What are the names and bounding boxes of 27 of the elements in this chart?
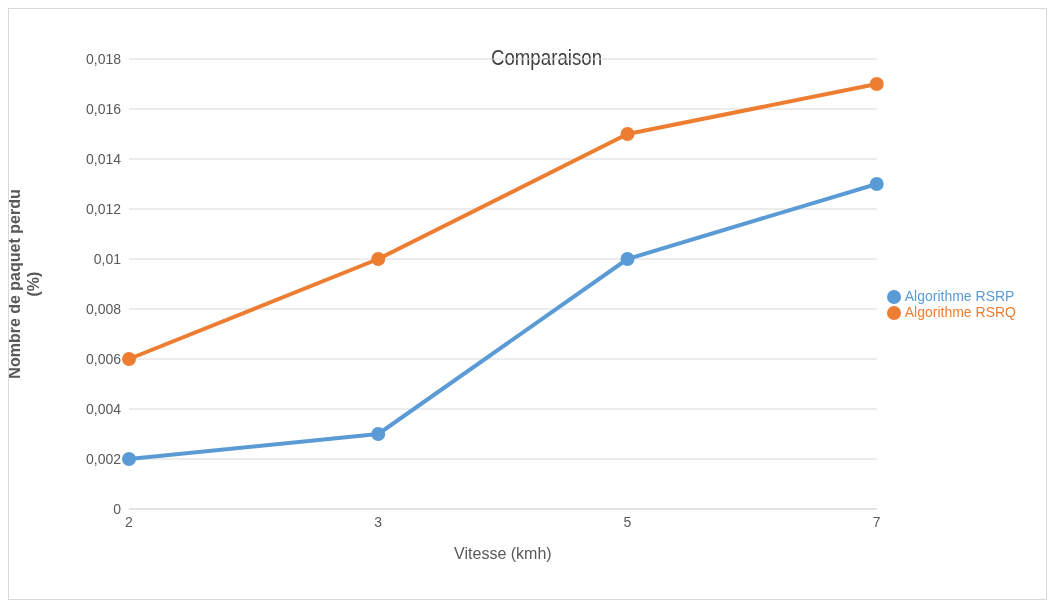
x-tick-label: 2 — [125, 513, 134, 530]
point — [122, 352, 136, 366]
y-tick-label: 0,008 — [85, 300, 122, 317]
y-tick-label: 0,004 — [85, 400, 122, 417]
point — [371, 252, 386, 266]
point — [869, 177, 884, 191]
point — [869, 77, 884, 91]
legend-label: Algorithme RSRP — [904, 287, 1015, 304]
y-axis-title: Nombre de paquet perdu (%) — [6, 189, 42, 379]
y-tick-label: 0,012 — [85, 200, 122, 217]
y-tick-label: 0,018 — [85, 50, 122, 67]
y-tick-label: 0,014 — [85, 150, 122, 167]
point — [620, 127, 635, 141]
point — [620, 252, 635, 266]
legend-label: Algorithme RSRQ — [904, 304, 1016, 320]
x-tick-label: 3 — [374, 513, 383, 530]
y-tick-label: 0,002 — [85, 450, 122, 467]
y-tick-label: 0,016 — [85, 100, 122, 117]
x-tick-label: 7 — [872, 513, 881, 530]
point — [122, 452, 136, 466]
y-tick-label: 0,006 — [85, 350, 122, 367]
x-tick-label: 5 — [623, 513, 632, 530]
point — [371, 427, 386, 441]
x-axis-title: Vitesse (kmh) — [454, 545, 552, 562]
chart-title: Comparaison — [490, 45, 603, 70]
y-tick-label: 0,01 — [93, 250, 122, 267]
y-tick-label: 0 — [113, 500, 122, 517]
